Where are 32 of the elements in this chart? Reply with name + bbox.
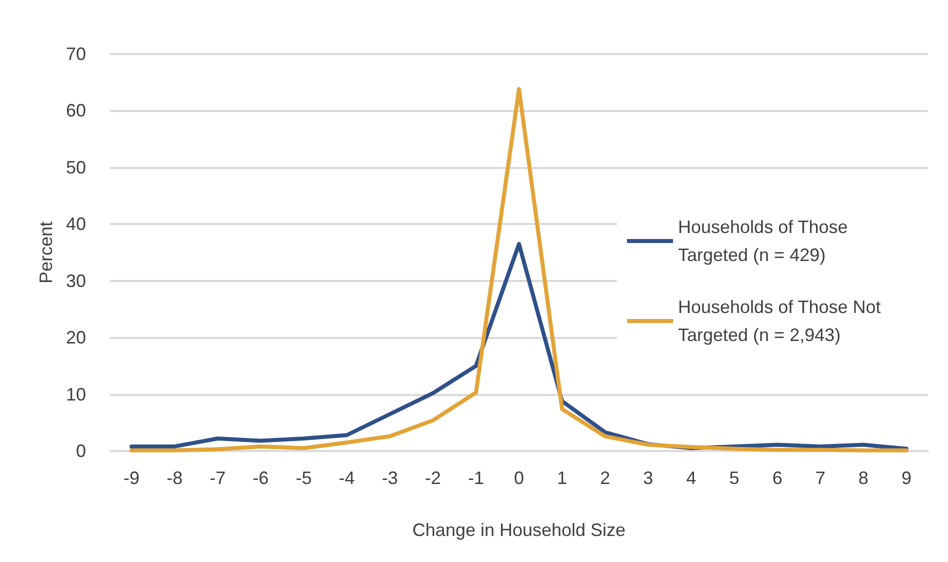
x-tick-label: -9 — [124, 468, 140, 488]
x-tick-label: 9 — [901, 468, 912, 488]
legend-label: Households of Those Not Targeted (n = 2,943) — [678, 297, 886, 345]
x-tick-label: -4 — [338, 468, 355, 488]
x-tick-label: -5 — [296, 468, 312, 488]
line-series — [130, 87, 908, 452]
y-tick-label: 20 — [66, 328, 86, 348]
x-tick-label: -2 — [424, 468, 441, 488]
y-tick-label: 30 — [66, 270, 86, 291]
y-tick-label: 0 — [76, 441, 86, 461]
y-tick-label: 50 — [66, 157, 86, 178]
x-tick-label: 7 — [815, 468, 826, 488]
x-tick-label: 6 — [772, 468, 782, 488]
x-tick-label: 2 — [600, 468, 610, 488]
x-tick-label: 1 — [557, 468, 568, 488]
y-tick-label: 10 — [66, 384, 86, 404]
y-tick-label: 40 — [66, 214, 86, 234]
x-tick-label: 0 — [514, 468, 524, 488]
x-tick-label: -3 — [382, 468, 398, 488]
x-tick-label: 8 — [858, 468, 868, 488]
y-tick-label: 70 — [66, 44, 86, 64]
x-tick-label: 3 — [643, 468, 654, 488]
x-tick-label: 4 — [686, 468, 696, 488]
y-tick-label: 60 — [66, 100, 86, 121]
x-tick-label: -6 — [252, 468, 269, 488]
y-axis-title: Percent — [36, 221, 56, 284]
x-tick-label: -7 — [210, 468, 226, 488]
x-axis-title: Change in Household Size — [412, 520, 626, 540]
x-tick-label: -1 — [468, 468, 484, 488]
x-tick-label: 5 — [729, 468, 740, 488]
x-tick-label: -8 — [166, 468, 183, 488]
legend-label: Households of Those Targeted (n = 429) — [678, 217, 853, 265]
